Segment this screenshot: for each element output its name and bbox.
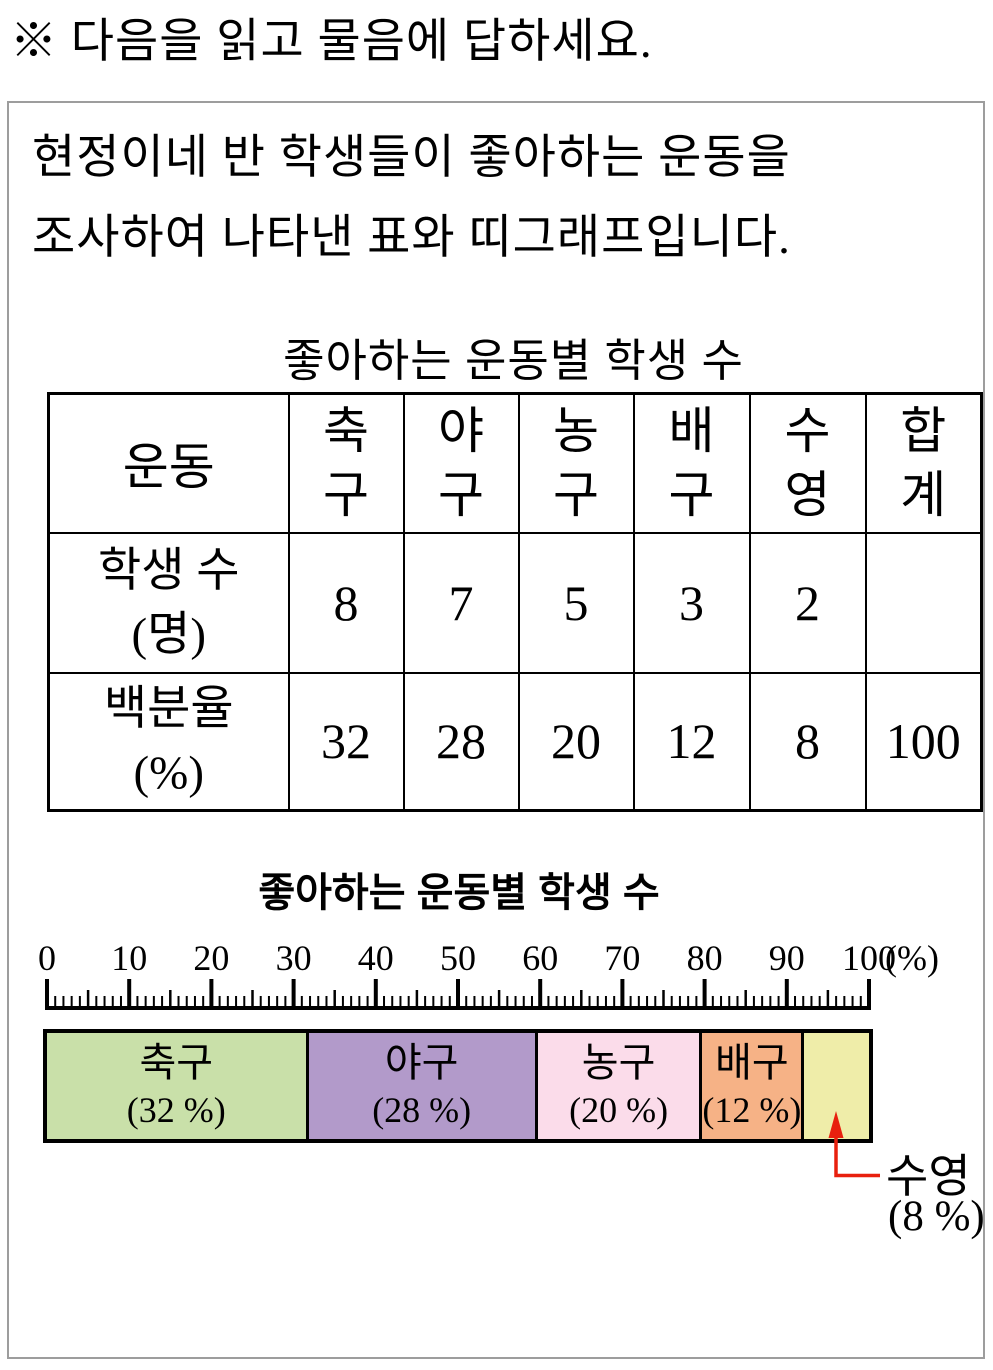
table-title: 좋아하는 운동별 학생 수 [283, 336, 744, 386]
axis-tick-label: 10 [111, 938, 147, 978]
table-corner-header: 운동 [47, 392, 290, 534]
segment-label: 농구 [581, 1040, 656, 1085]
strip-chart-title: 좋아하는 운동별 학생 수 [258, 871, 660, 915]
percent-ruler: 0 10 20 30 40 50 60 70 80 90 100(%) [38, 938, 939, 1010]
table-cell-value [864, 531, 983, 674]
segment-label: 야구 [384, 1040, 459, 1085]
segment-percent-label: (32 %) [126, 1090, 226, 1130]
callout-percent-label: (8 %) [888, 1193, 985, 1240]
axis-tick-label: 80 [687, 938, 723, 978]
axis-tick-label: 30 [276, 938, 312, 978]
segment-축구: 축구 (32 %) [47, 1033, 309, 1139]
axis-tick-label: 70 [604, 938, 640, 978]
instruction-heading: ※ 다음을 읽고 물음에 답하세요. [10, 16, 653, 68]
intro-text-line1: 현정이네 반 학생들이 좋아하는 운동을 [32, 132, 791, 184]
segment-배구: 배구 (12 %) [702, 1033, 805, 1139]
axis-unit-suffix: (%) [885, 938, 939, 978]
callout-arrow-line [834, 1134, 880, 1178]
table-cell-value: 20 [517, 671, 635, 812]
axis-tick-label: 0 [38, 938, 56, 978]
intro-text-line2: 조사하여 나타낸 표와 띠그래프입니다. [32, 212, 791, 264]
axis-tick-label: 100 [842, 938, 896, 978]
callout-label: 수영 [886, 1151, 971, 1202]
segment-percent-label: (20 %) [569, 1090, 669, 1130]
table-cell-value: 7 [402, 531, 520, 674]
table-cell-value: 8 [287, 531, 405, 674]
segment-percent-label: (28 %) [372, 1090, 472, 1130]
segment-label: 축구 [139, 1040, 214, 1085]
table-cell-value: 100 [864, 671, 983, 812]
axis-tick-label: 90 [769, 938, 805, 978]
axis-tick-label: 50 [440, 938, 476, 978]
strip-chart-bar: 축구 (32 %) 야구 (28 %) 농구 (20 %) 배구 (12 %) [43, 1029, 873, 1143]
table-cell-value: 2 [748, 531, 867, 674]
axis-tick-label: 40 [358, 938, 394, 978]
table-cell-value: 8 [748, 671, 867, 812]
table-cell-value: 32 [287, 671, 405, 812]
table-row-header: 학생 수 (명) [47, 531, 290, 674]
table-row-header: 백분율 (%) [47, 671, 290, 812]
table-cell-value: 5 [517, 531, 635, 674]
segment-percent-label: (12 %) [702, 1090, 802, 1130]
table-cell-value: 3 [632, 531, 751, 674]
segment-야구: 야구 (28 %) [308, 1033, 538, 1139]
table-cell-value: 12 [632, 671, 751, 812]
segment-label: 배구 [715, 1040, 789, 1085]
axis-tick-label: 60 [522, 938, 558, 978]
table-cell-value: 28 [402, 671, 520, 812]
callout-arrow [828, 1111, 880, 1178]
sports-table: 운동 축 구 야 구 농 구 배 구 수 영 합 계 학생 수 (명) 8 7 5 3 2 백분율 (%) 32 28 20 12… [47, 392, 983, 812]
axis-tick-label: 20 [193, 938, 229, 978]
segment-농구: 농구 (20 %) [537, 1033, 703, 1139]
callout-arrowhead [828, 1111, 844, 1138]
